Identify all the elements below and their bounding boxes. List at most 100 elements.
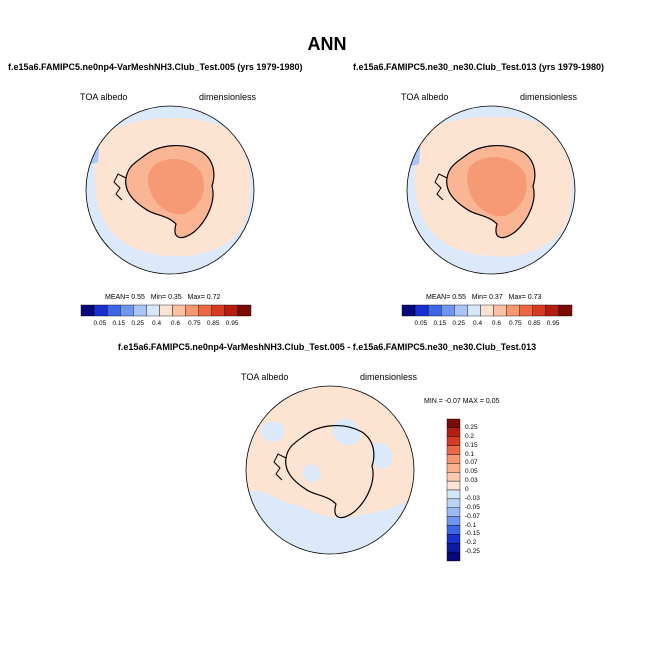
coastline <box>285 425 375 519</box>
panel-2-case-title: f.e15a6.FAMIPC5.ne30_ne30.Club_Test.013 … <box>353 62 604 72</box>
colorbar-swatch <box>133 304 147 317</box>
colorbar-swatch <box>446 534 461 544</box>
colorbar-swatch <box>146 304 160 317</box>
colorbar-tick-label: 0.25 <box>131 320 144 327</box>
diff-negative-region <box>246 491 414 554</box>
coastline <box>125 145 215 239</box>
colorbar-tick-label: 0.25 <box>465 423 478 431</box>
panel-2-variable-label: TOA albedo <box>401 92 449 102</box>
colorbar-swatch <box>224 304 239 317</box>
colorbar-tick-label: 0.15 <box>465 441 478 449</box>
colorbar-swatch <box>446 445 461 455</box>
colorbar-tick-label: -0.15 <box>465 530 480 538</box>
colorbar-swatch <box>446 480 461 491</box>
diff-negative-region <box>261 421 285 442</box>
colorbar-tick-label: 0.4 <box>473 320 483 327</box>
colorbar-tick-label: 0.25 <box>452 320 465 327</box>
colorbar-tick-label: 0.07 <box>465 459 478 467</box>
panel-2-units-label: dimensionless <box>520 92 578 102</box>
diff-minmax: MIN = -0.07 MAX = 0.05 <box>424 398 500 405</box>
panel-2-colorbar-ticks: 0.05 0.15 0.25 0.4 0.6 0.75 0.85 0.95 <box>402 320 572 330</box>
panel-1-map <box>85 105 255 275</box>
colorbar-swatch <box>446 418 461 429</box>
colorbar-tick-label: 0.1 <box>465 450 475 458</box>
colorbar-swatch <box>446 472 461 482</box>
colorbar-tick-label: 0.05 <box>414 320 428 327</box>
colorbar-swatch <box>401 304 416 317</box>
diff-negative-region <box>371 442 393 469</box>
colorbar-swatch <box>446 507 461 517</box>
colorbar-swatch <box>493 304 507 317</box>
colorbar-swatch <box>198 304 212 317</box>
colorbar-swatch <box>93 304 108 317</box>
colorbar-swatch <box>446 454 461 464</box>
panel-1-case-title: f.e15a6.FAMIPC5.ne0np4-VarMeshNH3.Club_T… <box>8 62 303 72</box>
colorbar-tick-label: 0 <box>465 486 469 493</box>
colorbar-swatch <box>446 427 461 437</box>
page-title: ANN <box>307 34 347 54</box>
panel-1-units-label: dimensionless <box>199 92 257 102</box>
colorbar-tick-label: 0.6 <box>491 320 501 327</box>
diff-negative-region <box>302 464 321 483</box>
diff-map <box>245 385 415 555</box>
colorbar-swatch <box>120 304 134 317</box>
colorbar-swatch <box>519 304 533 317</box>
colorbar-tick-label: 0.6 <box>170 320 180 327</box>
panel-1-colorbar-ticks: 0.05 0.15 0.25 0.4 0.6 0.75 0.85 0.95 <box>81 320 251 330</box>
colorbar-tick-label: 0.05 <box>465 468 478 476</box>
colorbar-swatch <box>211 304 226 317</box>
low-albedo-patch <box>407 134 421 168</box>
colorbar-swatch <box>467 304 481 317</box>
colorbar-tick-label: 0.05 <box>93 320 107 327</box>
colorbar-tick-label: 0.2 <box>465 432 475 440</box>
colorbar-tick-label: 0.4 <box>152 320 162 327</box>
colorbar-tick-label: -0.25 <box>465 548 480 556</box>
colorbar-tick-label: -0.2 <box>465 539 477 547</box>
map-boundary <box>245 385 415 555</box>
colorbar-tick-label: -0.07 <box>465 512 480 520</box>
diff-variable-label: TOA albedo <box>241 372 289 382</box>
antarctic-peninsula <box>273 453 287 481</box>
colorbar-swatch <box>532 304 547 317</box>
diff-colorbar-ticks: 0.25 0.2 0.15 0.1 0.07 0.05 0.03 0 -0.03 -0.05 -0.… <box>465 419 505 561</box>
colorbar-swatch <box>446 498 461 508</box>
colorbar-swatch <box>446 463 461 473</box>
colorbar-swatch <box>446 516 461 526</box>
panel-1-stats: MEAN= 0.55 Min= 0.35 Max= 0.72 <box>105 294 221 301</box>
colorbar-tick-label: 0.03 <box>465 477 478 485</box>
panel-2-colorbar <box>401 304 573 317</box>
coastline <box>446 145 536 239</box>
colorbar-tick-label: 0.15 <box>433 320 447 327</box>
colorbar-swatch <box>106 304 121 317</box>
colorbar-swatch <box>446 489 461 500</box>
diff-units-label: dimensionless <box>360 372 418 382</box>
antarctica-core <box>467 157 527 217</box>
colorbar-tick-label: 0.95 <box>225 320 239 327</box>
map-boundary <box>85 105 255 275</box>
diff-panel-title: f.e15a6.FAMIPC5.ne0np4-VarMeshNH3.Club_T… <box>117 342 537 352</box>
colorbar-tick-label: -0.05 <box>465 503 480 511</box>
colorbar-tick-label: -0.1 <box>465 521 477 529</box>
colorbar-swatch <box>159 304 173 317</box>
colorbar-swatch <box>558 304 573 317</box>
colorbar-swatch <box>172 304 186 317</box>
colorbar-tick-label: 0.85 <box>527 320 541 327</box>
colorbar-swatch <box>480 304 494 317</box>
colorbar-swatch <box>446 543 461 553</box>
colorbar-tick-label: -0.03 <box>465 494 480 502</box>
colorbar-tick-label: 0.95 <box>546 320 560 327</box>
colorbar-swatch <box>427 304 442 317</box>
colorbar-swatch <box>454 304 468 317</box>
colorbar-swatch <box>185 304 199 317</box>
colorbar-swatch <box>506 304 520 317</box>
colorbar-swatch <box>414 304 429 317</box>
colorbar-tick-label: 0.75 <box>188 320 201 327</box>
colorbar-swatch <box>441 304 455 317</box>
colorbar-tick-label: 0.85 <box>206 320 220 327</box>
colorbar-swatch <box>237 304 252 317</box>
panel-1-colorbar <box>80 304 252 317</box>
panel-2-map <box>406 105 576 275</box>
colorbar-swatch <box>545 304 560 317</box>
colorbar-swatch <box>446 525 461 535</box>
antarctica-core <box>148 159 204 215</box>
